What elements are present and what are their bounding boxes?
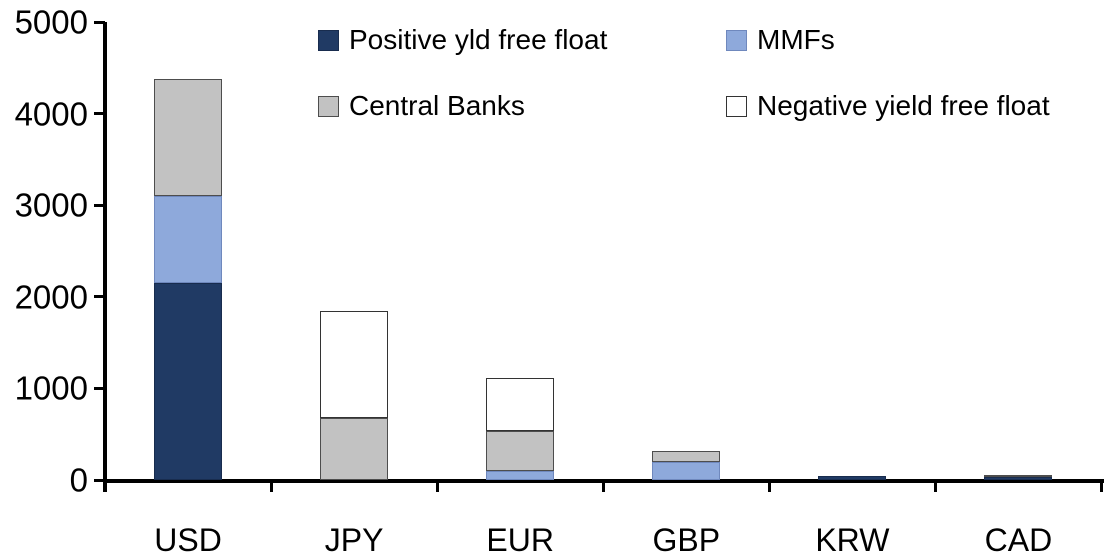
x-axis-tick xyxy=(601,479,605,492)
y-axis-tick-label: 2000 xyxy=(14,278,88,316)
bar-segment-mmfs xyxy=(652,461,721,480)
category-label-eur: EUR xyxy=(486,522,554,556)
legend-item-positive-yld-free-float: Positive yld free float xyxy=(318,24,607,56)
bar-segment-negative-yield-free-float xyxy=(486,378,555,432)
x-axis-tick xyxy=(103,479,107,492)
x-axis-tick xyxy=(269,479,273,492)
legend-swatch xyxy=(318,29,339,51)
legend-item-mmfs: MMFs xyxy=(726,24,835,56)
y-axis-tick xyxy=(93,478,105,482)
legend-item-negative-yield-free-float: Negative yield free float xyxy=(726,90,1050,122)
bar-segment-positive-yld-free-float xyxy=(818,476,887,480)
x-axis-tick xyxy=(767,479,771,492)
legend-swatch xyxy=(318,95,339,117)
y-axis-tick-label: 0 xyxy=(69,461,88,499)
legend-swatch xyxy=(726,29,747,51)
bar-segment-positive-yld-free-float xyxy=(984,477,1053,480)
category-label-gbp: GBP xyxy=(652,522,721,556)
y-axis-tick xyxy=(93,203,105,207)
y-axis-tick-label: 5000 xyxy=(14,3,88,41)
legend-label: Positive yld free float xyxy=(349,24,608,55)
y-axis-tick-label: 4000 xyxy=(14,95,88,133)
bar-segment-central-banks xyxy=(984,474,1053,478)
bar-segment-central-banks xyxy=(320,417,389,480)
y-axis-tick xyxy=(93,295,105,299)
y-axis-tick-label: 3000 xyxy=(14,186,88,224)
y-axis-tick-label: 1000 xyxy=(14,369,88,407)
bar-segment-mmfs xyxy=(154,196,223,284)
x-axis-tick xyxy=(933,479,937,492)
legend-label: MMFs xyxy=(757,24,835,55)
bar-segment-positive-yld-free-float xyxy=(154,283,223,480)
legend-label: Negative yield free float xyxy=(757,90,1050,121)
category-label-jpy: JPY xyxy=(324,522,384,556)
bar-segment-central-banks xyxy=(652,450,721,462)
category-label-cad: CAD xyxy=(984,522,1053,556)
y-axis-tick xyxy=(93,20,105,24)
category-label-krw: KRW xyxy=(815,522,890,556)
legend-label: Central Banks xyxy=(349,90,525,121)
y-axis-line xyxy=(103,22,107,492)
legend-swatch xyxy=(726,95,747,117)
y-axis-tick xyxy=(93,112,105,116)
x-axis-tick xyxy=(1100,479,1103,492)
bar-segment-mmfs xyxy=(486,470,555,480)
bar-segment-central-banks xyxy=(486,431,555,471)
legend-item-central-banks: Central Banks xyxy=(318,90,525,122)
bar-segment-central-banks xyxy=(154,78,223,197)
category-label-usd: USD xyxy=(154,522,222,556)
x-axis-tick xyxy=(435,479,439,492)
bar-segment-negative-yield-free-float xyxy=(320,311,389,418)
y-axis-tick xyxy=(93,386,105,390)
